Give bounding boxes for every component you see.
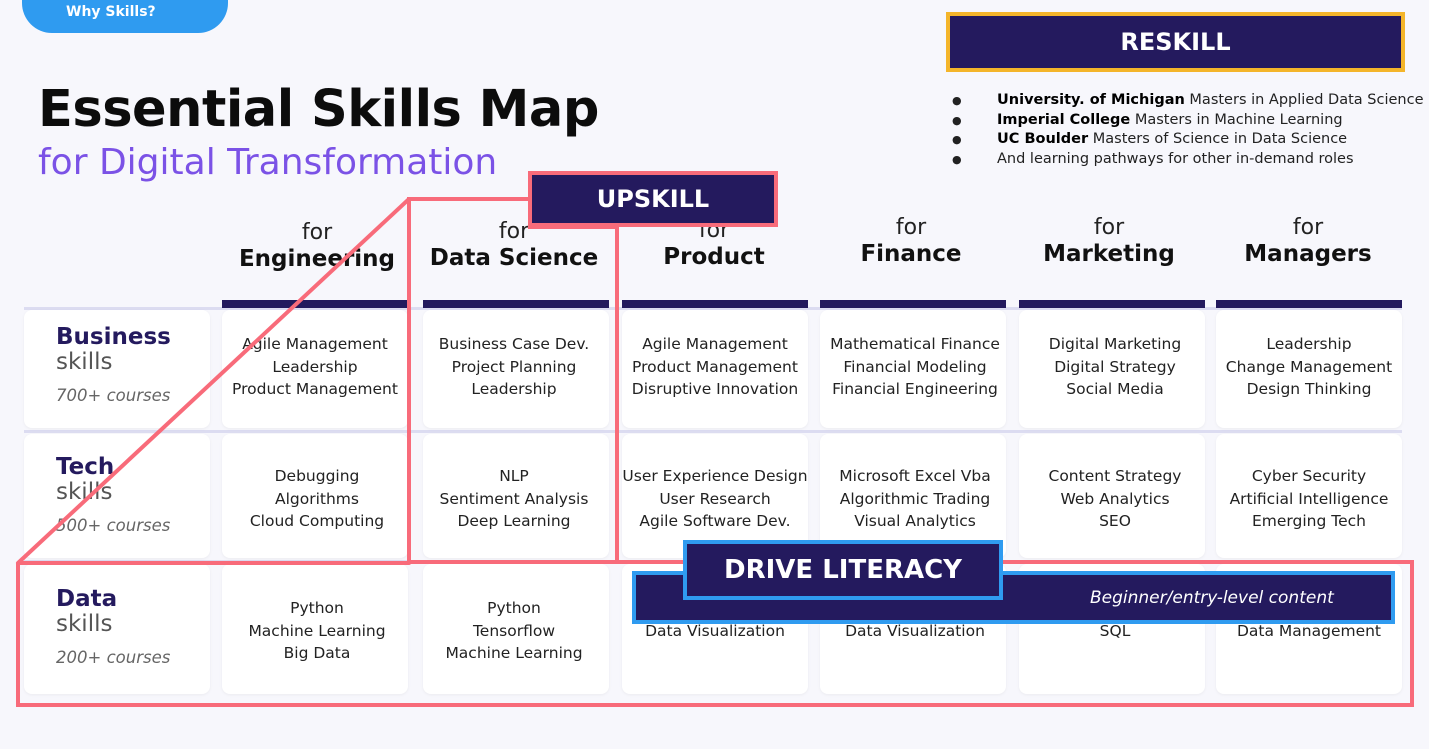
row-title: Tech: [56, 454, 115, 480]
col-bar: [1019, 300, 1205, 308]
skill-list: Microsoft Excel Vba Algorithmic Trading Vi…: [839, 467, 991, 530]
skill-list: Agile Management Product Management Disrup…: [631, 335, 799, 398]
skill-card: [222, 564, 408, 694]
skill-card: [1019, 310, 1205, 428]
reskill-item: University. of Michigan Masters in Appli…: [952, 91, 1424, 111]
col-head-data-science: for Data Science: [429, 219, 599, 271]
page-title: Essential Skills Map: [38, 80, 599, 139]
skill-card: [1019, 434, 1205, 558]
upskill-outline: [407, 197, 619, 564]
row-divider: [24, 307, 1402, 310]
skill-list: Content Strategy Web Analytics SEO: [1048, 467, 1182, 530]
col-bar: [820, 300, 1006, 308]
upskill-connector: [16, 560, 1414, 707]
row-count: 500+ courses: [56, 516, 171, 535]
row-title: Data: [56, 586, 118, 612]
why-skills-tab[interactable]: Why Skills?: [22, 0, 228, 33]
row-count: 700+ courses: [56, 386, 171, 405]
skill-list: Python Tensorflow Machine Learning: [445, 599, 583, 662]
skill-list: User Experience Design User Research Agile…: [622, 467, 808, 530]
skill-list: Digital Marketing Digital Strategy Social …: [1048, 335, 1182, 398]
skill-list: Python Machine Learning Big Data: [248, 599, 386, 662]
skill-list: Agile Management Leadership Product Manage…: [232, 335, 398, 398]
skill-card: [622, 434, 808, 558]
skill-card: [222, 310, 408, 428]
col-bar: [1216, 300, 1402, 308]
skill-list: Leadership Change Management Design Thinki…: [1225, 335, 1393, 398]
reskill-list: University. of Michigan Masters in Appli…: [952, 91, 1424, 169]
skill-card: [423, 434, 609, 558]
row-sub: skills: [56, 611, 113, 637]
page-subtitle: for Digital Transformation: [38, 142, 498, 183]
skill-list: Business Case Dev. Project Planning Leader…: [438, 335, 590, 398]
skill-card: [1216, 310, 1402, 428]
reskill-label: RESKILL: [946, 12, 1405, 72]
row-sub: skills: [56, 349, 113, 375]
drive-literacy-sub: Beginner/entry-level content: [1090, 588, 1334, 608]
col-bar: [423, 300, 609, 308]
upskill-label: UPSKILL: [528, 171, 778, 227]
upskill-left-outline: [16, 197, 411, 565]
reskill-item: UC Boulder Masters of Science in Data Sc…: [952, 130, 1424, 150]
skill-list: NLP Sentiment Analysis Deep Learning: [439, 467, 589, 530]
col-head-managers: for Managers: [1244, 215, 1372, 267]
row-label-card: [24, 564, 210, 694]
skill-card: [423, 310, 609, 428]
skill-card: [820, 310, 1006, 428]
row-label-card: [24, 310, 210, 428]
skill-list: Debugging Algorithms Cloud Computing: [249, 467, 385, 530]
row-label-business: Business skills 700+ courses: [56, 324, 171, 405]
row-count: 200+ courses: [56, 648, 171, 667]
skill-list: Mathematical Finance Financial Modeling Fi…: [830, 335, 1000, 398]
col-head-finance: for Finance: [860, 215, 962, 267]
reskill-item: Imperial College Masters in Machine Lear…: [952, 111, 1424, 131]
col-head-marketing: for Marketing: [1043, 215, 1175, 267]
skill-card: [622, 310, 808, 428]
row-label-card: [24, 434, 210, 558]
col-bar: [222, 300, 408, 308]
row-label-data: Data skills 200+ courses: [56, 586, 170, 667]
skill-card: [1216, 434, 1402, 558]
skill-list: Cyber Security Artificial Intelligence Eme…: [1229, 467, 1389, 530]
skill-card: [423, 564, 609, 694]
col-bar: [622, 300, 808, 308]
reskill-item: And learning pathways for other in-deman…: [952, 150, 1424, 170]
row-divider: [24, 430, 1402, 433]
drive-literacy-label: DRIVE LITERACY: [683, 540, 1003, 600]
col-head-engineering: for Engineering: [238, 220, 396, 272]
row-label-tech: Tech skills 500+ courses: [56, 454, 170, 535]
skill-card: [820, 434, 1006, 558]
skill-card: [222, 434, 408, 558]
row-title: Business: [56, 324, 171, 350]
